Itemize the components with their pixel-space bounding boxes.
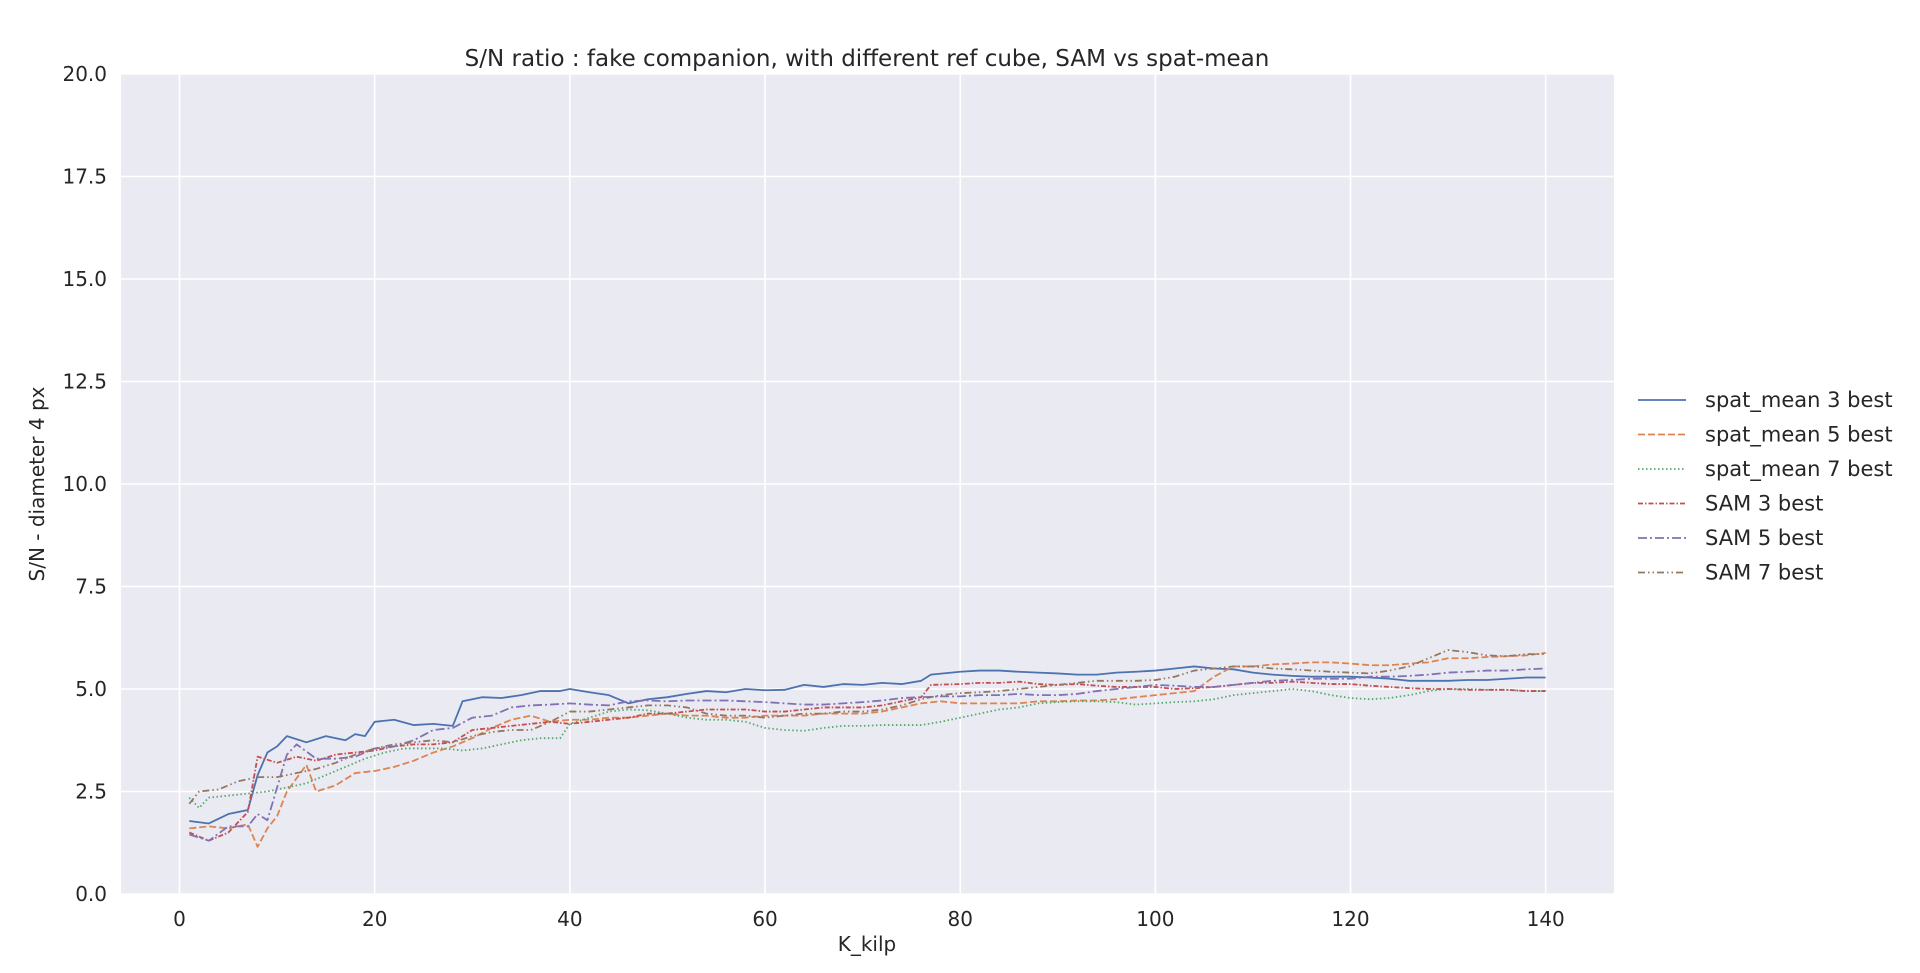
y-tick-label: 17.5 [62,165,107,189]
series-line-1 [189,665,1546,825]
legend-label-1: spat_mean 3 best [1705,388,1893,413]
legend-label-6: SAM 7 best [1705,561,1823,585]
legend-label-3: spat_mean 7 best [1705,457,1893,482]
series-layer [188,649,1546,848]
x-tick-label: 80 [947,907,972,931]
x-tick-label: 120 [1331,907,1369,931]
y-tick-label: 7.5 [75,575,107,599]
y-tick-label: 2.5 [75,780,107,804]
series-line-4 [188,680,1546,842]
x-axis-label: K_kilp [838,932,897,956]
y-tick-label: 5.0 [75,677,107,701]
x-tick-labels: 0 20 40 60 80 100 120 140 [173,907,1565,931]
x-tick-label: 40 [557,907,582,931]
gridlines [121,73,1614,895]
y-tick-label: 0.0 [75,882,107,906]
legend-label-2: spat_mean 5 best [1705,423,1893,448]
x-tick-label: 20 [362,907,387,931]
series-line-3 [188,688,1546,809]
chart-title: S/N ratio : fake companion, with differe… [465,46,1270,72]
legend: spat_mean 3 best spat_mean 5 best spat_mea… [1638,388,1893,585]
y-tick-label: 15.0 [62,267,107,291]
x-tick-label: 0 [173,907,186,931]
legend-label-5: SAM 5 best [1705,526,1823,550]
x-tick-label: 100 [1136,907,1174,931]
y-tick-label: 12.5 [62,370,107,394]
series-line-5 [189,667,1546,842]
x-tick-label: 60 [752,907,777,931]
series-line-2 [189,652,1546,848]
y-tick-labels: 0.0 2.5 5.0 7.5 10.0 12.5 15.0 17.5 20.0 [62,62,107,906]
legend-label-4: SAM 3 best [1705,492,1823,516]
y-axis-label: S/N - diameter 4 px [25,386,49,581]
series-line-6 [188,649,1546,805]
y-tick-label: 20.0 [62,62,107,86]
x-tick-label: 140 [1527,907,1565,931]
y-tick-label: 10.0 [62,472,107,496]
